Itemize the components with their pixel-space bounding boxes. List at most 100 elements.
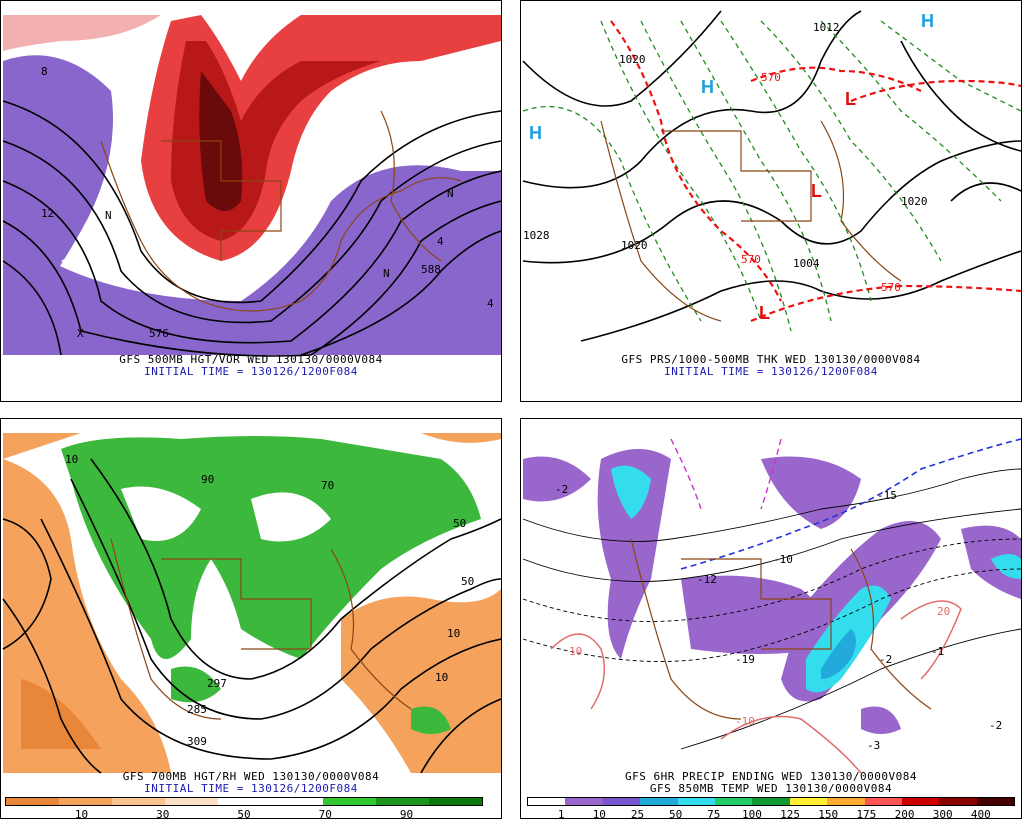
panel-init-time: INITIAL TIME = 130126/1200F084 — [144, 782, 358, 795]
panel-init-time: INITIAL TIME = 130126/1200F084 — [144, 365, 358, 378]
precip-map: -2 -12 -19 -15 -10 10 -10 20 -2 -2 -3 -1 — [522, 438, 1021, 774]
svg-text:N: N — [447, 187, 454, 200]
svg-text:X: X — [77, 327, 84, 340]
colorbar-swatch — [789, 798, 828, 805]
rh-colorbar — [5, 797, 483, 806]
colorbar-swatch — [565, 798, 603, 805]
svg-text:8: 8 — [41, 65, 48, 78]
svg-text:10: 10 — [65, 453, 78, 466]
colorbar-swatch — [939, 798, 977, 805]
high-pressure-icon: H — [529, 123, 542, 143]
colorbar-tick-label: 125 — [780, 808, 800, 819]
colorbar-tick-label: 1 — [557, 808, 565, 819]
panel-title: GFS 6HR PRECIP ENDING WED 130130/0000V08… — [624, 770, 918, 783]
colorbar-swatch — [6, 798, 59, 805]
low-pressure-icon: L — [811, 181, 822, 201]
colorbar-swatch — [270, 798, 324, 805]
colorbar-swatch — [640, 798, 678, 805]
svg-text:-2: -2 — [989, 719, 1002, 732]
svg-text:-3: -3 — [867, 739, 880, 752]
svg-text:12: 12 — [41, 207, 54, 220]
panel-pressure-thickness: 1028 1020 1012 1004 1020 1020 570 570 57… — [520, 0, 1022, 402]
precip-colorbar — [527, 797, 1015, 806]
colorbar-swatch — [376, 798, 430, 805]
vorticity-map: 588 576 12 4 8 N X N N 4 — [2, 13, 501, 357]
svg-text:N: N — [383, 267, 390, 280]
colorbar-tick-label: 400 — [970, 808, 991, 819]
svg-text:309: 309 — [187, 735, 207, 748]
colorbar-tick-label: 300 — [932, 808, 953, 819]
low-pressure-icon: L — [759, 303, 770, 323]
panel-title: GFS 700MB HGT/RH WED 130130/0000V084 — [122, 770, 380, 783]
svg-text:50: 50 — [461, 575, 474, 588]
colorbar-tick-label: 175 — [856, 808, 877, 819]
svg-text:-1: -1 — [931, 645, 944, 658]
colorbar-tick-label: 200 — [894, 808, 915, 819]
svg-text:20: 20 — [937, 605, 950, 618]
colorbar-swatch — [752, 798, 790, 805]
svg-text:-12: -12 — [697, 573, 717, 586]
colorbar-tick-label: 10 — [592, 808, 606, 819]
panel-title: GFS PRS/1000-500MB THK WED 130130/0000V0… — [621, 353, 921, 366]
colorbar-swatch — [58, 798, 112, 805]
colorbar-tick-label: 30 — [156, 808, 170, 819]
colorbar-tick-label: 10 — [74, 808, 89, 819]
svg-text:1020: 1020 — [619, 53, 646, 66]
colorbar-swatch — [429, 798, 483, 805]
panel-700mb-rh: 309 297 285 10 50 90 70 10 50 10 GFS 700… — [0, 418, 502, 819]
colorbar-swatch — [111, 798, 165, 805]
panel-title: GFS 500MB HGT/VOR WED 130130/0000V084 — [119, 353, 383, 366]
svg-text:1012: 1012 — [813, 21, 840, 34]
colorbar-tick-label: 90 — [399, 808, 414, 819]
svg-text:N: N — [105, 209, 112, 222]
colorbar-swatch — [164, 798, 218, 805]
colorbar-tick-label: 70 — [318, 808, 332, 819]
svg-text:-19: -19 — [735, 653, 755, 666]
rh-colorbar-ticks: 10 30 50 70 90 — [5, 808, 483, 819]
svg-text:10: 10 — [447, 627, 460, 640]
colorbar-swatch — [217, 798, 271, 805]
colorbar-swatch — [864, 798, 902, 805]
svg-text:588: 588 — [421, 263, 441, 276]
svg-text:10: 10 — [435, 671, 448, 684]
colorbar-swatch — [602, 798, 641, 805]
svg-text:1004: 1004 — [793, 257, 820, 270]
svg-text:50: 50 — [453, 517, 466, 530]
svg-text:-15: -15 — [877, 489, 897, 502]
colorbar-tick-label: 50 — [237, 808, 251, 819]
colorbar-swatch — [677, 798, 715, 805]
high-pressure-icon: H — [701, 77, 714, 97]
svg-text:570: 570 — [761, 71, 781, 84]
svg-text:-2: -2 — [879, 653, 892, 666]
colorbar-swatch — [901, 798, 940, 805]
svg-text:4: 4 — [437, 235, 444, 248]
svg-text:285: 285 — [187, 703, 207, 716]
colorbar-tick-label: 25 — [630, 808, 645, 819]
colorbar-swatch — [323, 798, 377, 805]
high-pressure-icon: H — [921, 11, 934, 31]
rh-map: 309 297 285 10 50 90 70 10 50 10 — [2, 431, 501, 774]
svg-text:570: 570 — [741, 253, 761, 266]
svg-text:70: 70 — [321, 479, 334, 492]
svg-text:-10: -10 — [735, 715, 755, 728]
svg-text:1020: 1020 — [901, 195, 928, 208]
svg-text:10: 10 — [569, 645, 582, 658]
colorbar-tick-label: 150 — [818, 808, 839, 819]
svg-text:-2: -2 — [555, 483, 568, 496]
colorbar-swatch — [714, 798, 753, 805]
svg-text:90: 90 — [201, 473, 214, 486]
colorbar-tick-label: 50 — [668, 808, 683, 819]
panel-init-time: INITIAL TIME = 130126/1200F084 — [664, 365, 878, 378]
svg-text:570: 570 — [881, 281, 901, 294]
colorbar-swatch — [528, 798, 566, 805]
svg-text:576: 576 — [149, 327, 169, 340]
low-pressure-icon: L — [845, 89, 856, 109]
panel-precip-850temp: -2 -12 -19 -15 -10 10 -10 20 -2 -2 -3 -1… — [520, 418, 1022, 819]
svg-text:4: 4 — [487, 297, 494, 310]
svg-text:297: 297 — [207, 677, 227, 690]
svg-text:-10: -10 — [773, 553, 793, 566]
pressure-map: 1028 1020 1012 1004 1020 1020 570 570 57… — [522, 10, 1021, 342]
svg-text:1020: 1020 — [621, 239, 648, 252]
precip-colorbar-ticks: 1 10 25 50 75 100 125 150 175 200 300 400 — [527, 808, 1015, 819]
colorbar-tick-label: 75 — [707, 808, 721, 819]
